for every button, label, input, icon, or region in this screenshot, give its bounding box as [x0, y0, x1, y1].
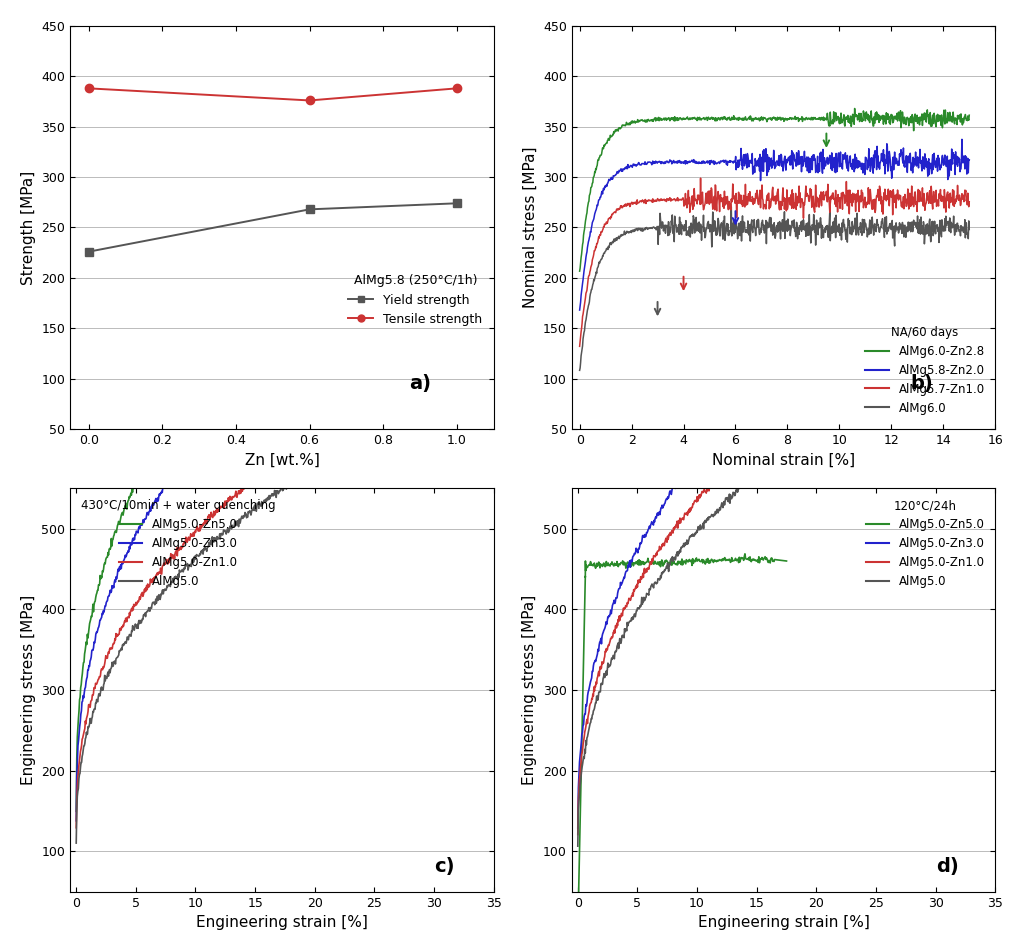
- Legend: AlMg5.0-Zn5.0, AlMg5.0-Zn3.0, AlMg5.0-Zn1.0, AlMg5.0: AlMg5.0-Zn5.0, AlMg5.0-Zn3.0, AlMg5.0-Zn…: [861, 495, 989, 592]
- X-axis label: Zn [wt.%]: Zn [wt.%]: [245, 453, 319, 468]
- Text: a): a): [409, 374, 431, 393]
- Text: d): d): [936, 857, 958, 876]
- Legend: Yield strength, Tensile strength: Yield strength, Tensile strength: [343, 269, 487, 331]
- Y-axis label: Nominal stress [MPa]: Nominal stress [MPa]: [522, 146, 538, 308]
- Text: b): b): [910, 374, 933, 393]
- Y-axis label: Strength [MPa]: Strength [MPa]: [20, 170, 36, 284]
- Text: c): c): [434, 857, 455, 876]
- Legend: AlMg5.0-Zn5.0, AlMg5.0-Zn3.0, AlMg5.0-Zn1.0, AlMg5.0: AlMg5.0-Zn5.0, AlMg5.0-Zn3.0, AlMg5.0-Zn…: [76, 495, 281, 592]
- X-axis label: Nominal strain [%]: Nominal strain [%]: [712, 453, 855, 468]
- Y-axis label: Engineering stress [MPa]: Engineering stress [MPa]: [522, 595, 538, 786]
- X-axis label: Engineering strain [%]: Engineering strain [%]: [196, 915, 368, 930]
- Y-axis label: Engineering stress [MPa]: Engineering stress [MPa]: [20, 595, 36, 786]
- Legend: AlMg6.0-Zn2.8, AlMg5.8-Zn2.0, AlMg5.7-Zn1.0, AlMg6.0: AlMg6.0-Zn2.8, AlMg5.8-Zn2.0, AlMg5.7-Zn…: [861, 321, 989, 419]
- X-axis label: Engineering strain [%]: Engineering strain [%]: [697, 915, 869, 930]
